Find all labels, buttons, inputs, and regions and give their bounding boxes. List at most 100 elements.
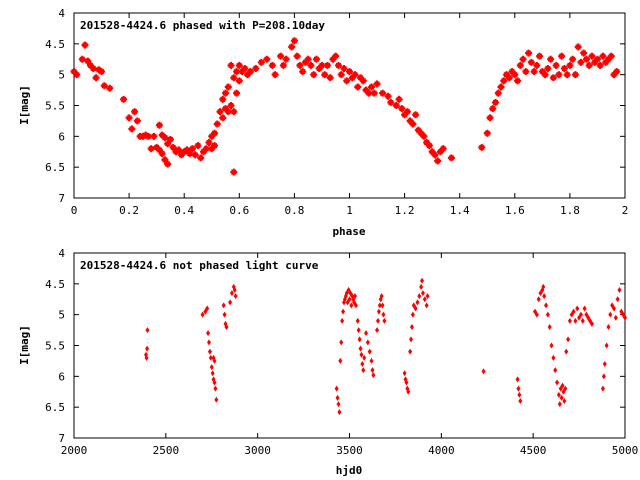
phased-data-point [323, 61, 331, 69]
unphased-data-point [606, 324, 611, 330]
phased-data-point [235, 61, 243, 69]
phased-data-point [224, 83, 232, 91]
phased-data-point [194, 142, 202, 150]
phased-data-point [585, 61, 593, 69]
phased-data-point [271, 71, 279, 79]
phased-data-point [596, 61, 604, 69]
phased-data-points [70, 37, 621, 176]
unphased-data-point [221, 302, 226, 309]
phased-data-point [577, 58, 585, 66]
unphased-data-point [232, 287, 237, 293]
unphased-data-point [349, 302, 354, 309]
unphased-data-point [206, 330, 211, 337]
phased-data-point [78, 55, 86, 63]
unphased-data-point [567, 317, 572, 324]
phased-data-point [241, 65, 249, 72]
phased-data-point [483, 129, 491, 137]
unphased-data-point [357, 336, 362, 343]
phased-data-point [340, 65, 348, 72]
phased-data-point [500, 77, 508, 85]
unphased-y-tick-label: 4 [58, 247, 65, 260]
phased-plot-frame [73, 12, 626, 199]
phased-data-point [478, 143, 486, 151]
phased-data-point [142, 131, 150, 139]
unphased-data-point [355, 317, 360, 324]
unphased-data-point [562, 398, 567, 404]
phased-data-point [497, 83, 505, 91]
unphased-data-point [553, 367, 558, 374]
phased-x-tick-label: 0.6 [229, 204, 249, 217]
unphased-data-point [360, 361, 365, 367]
unphased-data-point [415, 299, 420, 306]
phased-data-point [541, 71, 549, 79]
unphased-data-point [361, 367, 366, 374]
phased-data-point [544, 65, 552, 72]
phased-data-point [398, 105, 406, 113]
phased-data-point [150, 132, 158, 140]
unphased-data-point [545, 311, 550, 318]
unphased-data-point [364, 330, 369, 337]
unphased-data-point [334, 385, 339, 392]
phased-y-tick-label: 5 [58, 69, 65, 82]
phased-data-point [613, 68, 621, 76]
unphased-data-point [604, 342, 609, 349]
phased-data-point [332, 52, 340, 60]
phased-data-point [348, 74, 356, 82]
unphased-data-point [208, 354, 213, 361]
unphased-x-tick-label: 2000 [61, 444, 88, 457]
unphased-data-point [359, 351, 364, 358]
phased-data-point [246, 68, 254, 76]
unphased-data-point [375, 317, 380, 324]
phased-data-point [525, 49, 533, 57]
phased-data-point [519, 55, 527, 63]
unphased-data-point [353, 293, 358, 300]
unphased-data-point [362, 354, 367, 361]
phased-data-point [312, 55, 320, 63]
unphased-data-point [563, 385, 568, 392]
unphased-data-point [547, 324, 552, 330]
unphased-data-point [413, 305, 418, 312]
phased-data-point [89, 65, 97, 72]
phased-data-point [373, 80, 381, 88]
unphased-data-point [145, 345, 150, 352]
phased-data-point [288, 43, 296, 51]
phased-x-tick-label: 1 [346, 204, 353, 217]
phased-data-point [268, 61, 276, 69]
unphased-data-point [207, 348, 212, 355]
phased-data-point [530, 68, 538, 76]
phased-data-point [191, 151, 199, 159]
phased-data-point [230, 74, 238, 82]
phased-x-tick-label: 1.6 [505, 204, 525, 217]
unphased-data-point [566, 336, 571, 343]
phased-data-point [208, 145, 216, 153]
phased-data-point [98, 68, 106, 76]
phased-data-point [230, 168, 238, 176]
unphased-data-point [408, 348, 413, 355]
phased-data-point [213, 120, 221, 128]
phased-data-point [95, 66, 103, 74]
phased-data-point [216, 108, 224, 116]
phased-data-point [296, 61, 304, 69]
unphased-data-point [623, 314, 627, 321]
unphased-data-point [365, 339, 370, 346]
unphased-y-tick-label: 4.5 [45, 278, 65, 291]
unphased-data-point [380, 302, 385, 309]
phased-data-point [227, 102, 235, 109]
phased-data-point [252, 65, 260, 72]
phased-data-point [516, 61, 524, 69]
unphased-data-point [422, 296, 427, 303]
phased-panel: 0 0.2 0.4 0.6 0.8 1 1.2 1.4 1.6 1.8 2 4 4.5 5 5.5 6 6.5 7… [18, 7, 628, 238]
phased-axis-ticks: 0 0.2 0.4 0.6 0.8 1 1.2 1.4 1.6 1.8 2 4 4.5 5 5.5 6 6.5 7 [45, 7, 628, 217]
unphased-data-point [206, 339, 211, 346]
phased-y-tick-label: 4 [58, 7, 65, 20]
phased-data-point [172, 148, 180, 156]
phased-data-point [120, 95, 128, 103]
phased-data-point [401, 111, 409, 119]
phased-data-point [379, 89, 387, 97]
phased-x-tick-label: 1.8 [560, 204, 580, 217]
unphased-data-point [425, 293, 430, 300]
phased-data-point [434, 157, 442, 165]
phased-data-point [420, 132, 428, 140]
unphased-data-point [402, 370, 407, 377]
